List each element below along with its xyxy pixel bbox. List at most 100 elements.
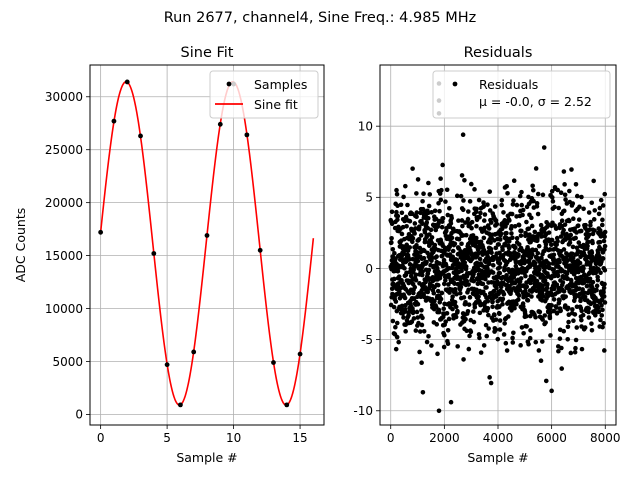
residual-point (516, 242, 522, 247)
residual-point (563, 197, 568, 202)
residual-point (540, 317, 545, 322)
residual-point (455, 344, 460, 349)
sample-point (257, 247, 263, 253)
residual-point (539, 234, 544, 239)
residual-point (402, 306, 408, 312)
residual-point (588, 219, 593, 225)
x-tick-label: 5 (163, 431, 171, 445)
residual-point (460, 223, 465, 229)
residual-point (394, 209, 399, 215)
residual-point (461, 357, 466, 362)
residual-point (505, 190, 510, 196)
residual-point (570, 255, 576, 261)
residual-point (406, 257, 412, 262)
residual-point (440, 162, 445, 168)
residual-point (490, 299, 495, 305)
residual-point (416, 224, 422, 230)
residual-point (559, 366, 565, 371)
residual-point (393, 346, 399, 352)
residual-point (424, 220, 430, 225)
residual-point (482, 225, 488, 231)
residual-point (601, 321, 606, 326)
residual-point (395, 217, 400, 223)
residual-point (591, 178, 596, 184)
residual-point (517, 193, 523, 199)
residuals-legend-box (432, 70, 611, 119)
residual-point (438, 176, 443, 181)
residual-point (527, 313, 533, 319)
residual-point (574, 245, 580, 251)
residual-point (393, 299, 399, 304)
residual-point (509, 223, 514, 229)
residual-point (551, 252, 557, 258)
residual-point (474, 206, 479, 212)
residual-point (476, 197, 482, 203)
residual-point (504, 230, 509, 236)
residual-point (416, 320, 421, 326)
residual-point (458, 193, 464, 199)
residual-point (442, 332, 447, 338)
y-tick-label: 25000 (45, 143, 83, 157)
residual-point (582, 290, 587, 296)
residual-point (541, 145, 547, 150)
legend-residuals-label: Residuals (479, 77, 538, 92)
residual-point (390, 318, 396, 324)
residual-point (487, 208, 493, 213)
residual-point (417, 349, 422, 355)
residual-point (521, 304, 526, 309)
residual-point (467, 199, 473, 204)
residual-point (536, 348, 542, 353)
sample-point (98, 229, 104, 235)
residual-point (590, 240, 595, 246)
residual-point (436, 309, 442, 315)
residual-point (426, 267, 432, 273)
residual-point (399, 210, 405, 216)
residual-point (487, 375, 492, 380)
legend-samples-marker (226, 81, 232, 87)
residual-point (599, 303, 604, 308)
residual-point (488, 220, 494, 225)
residual-point (419, 322, 425, 328)
residual-point (600, 203, 606, 208)
residual-point (558, 308, 563, 313)
x-tick-label: 10 (226, 431, 241, 445)
residual-point (557, 259, 562, 265)
residual-point (535, 191, 541, 197)
residual-point (448, 221, 454, 226)
residual-point (601, 289, 606, 295)
residual-point (581, 266, 586, 271)
residual-point (599, 222, 605, 228)
residual-point (535, 236, 540, 242)
residual-point (421, 191, 426, 197)
residual-point (437, 208, 442, 214)
residual-point (496, 242, 502, 247)
residual-point (573, 345, 578, 351)
residual-point (602, 229, 608, 235)
residual-point (559, 345, 564, 351)
residual-point (530, 252, 535, 257)
residual-point (540, 339, 545, 344)
residual-point (432, 298, 437, 304)
residual-point (459, 173, 465, 178)
residual-point (543, 378, 549, 384)
residual-point (571, 216, 576, 222)
residual-point (476, 332, 482, 337)
residual-point (412, 231, 417, 236)
residual-point (432, 242, 438, 248)
residual-point (497, 261, 503, 266)
residual-point (426, 334, 431, 339)
residual-point (507, 218, 512, 223)
residual-point (485, 254, 491, 260)
residual-point (497, 265, 503, 270)
residual-point (429, 255, 435, 261)
residual-point (557, 298, 562, 303)
residual-point (545, 273, 551, 279)
residuals-xlabel: Sample # (467, 450, 528, 465)
residual-point (532, 229, 538, 235)
residual-point (602, 191, 608, 197)
residual-point (453, 314, 459, 320)
residual-point (464, 328, 469, 334)
residual-point (481, 218, 487, 223)
residual-point (549, 237, 555, 243)
residual-point (563, 294, 568, 299)
